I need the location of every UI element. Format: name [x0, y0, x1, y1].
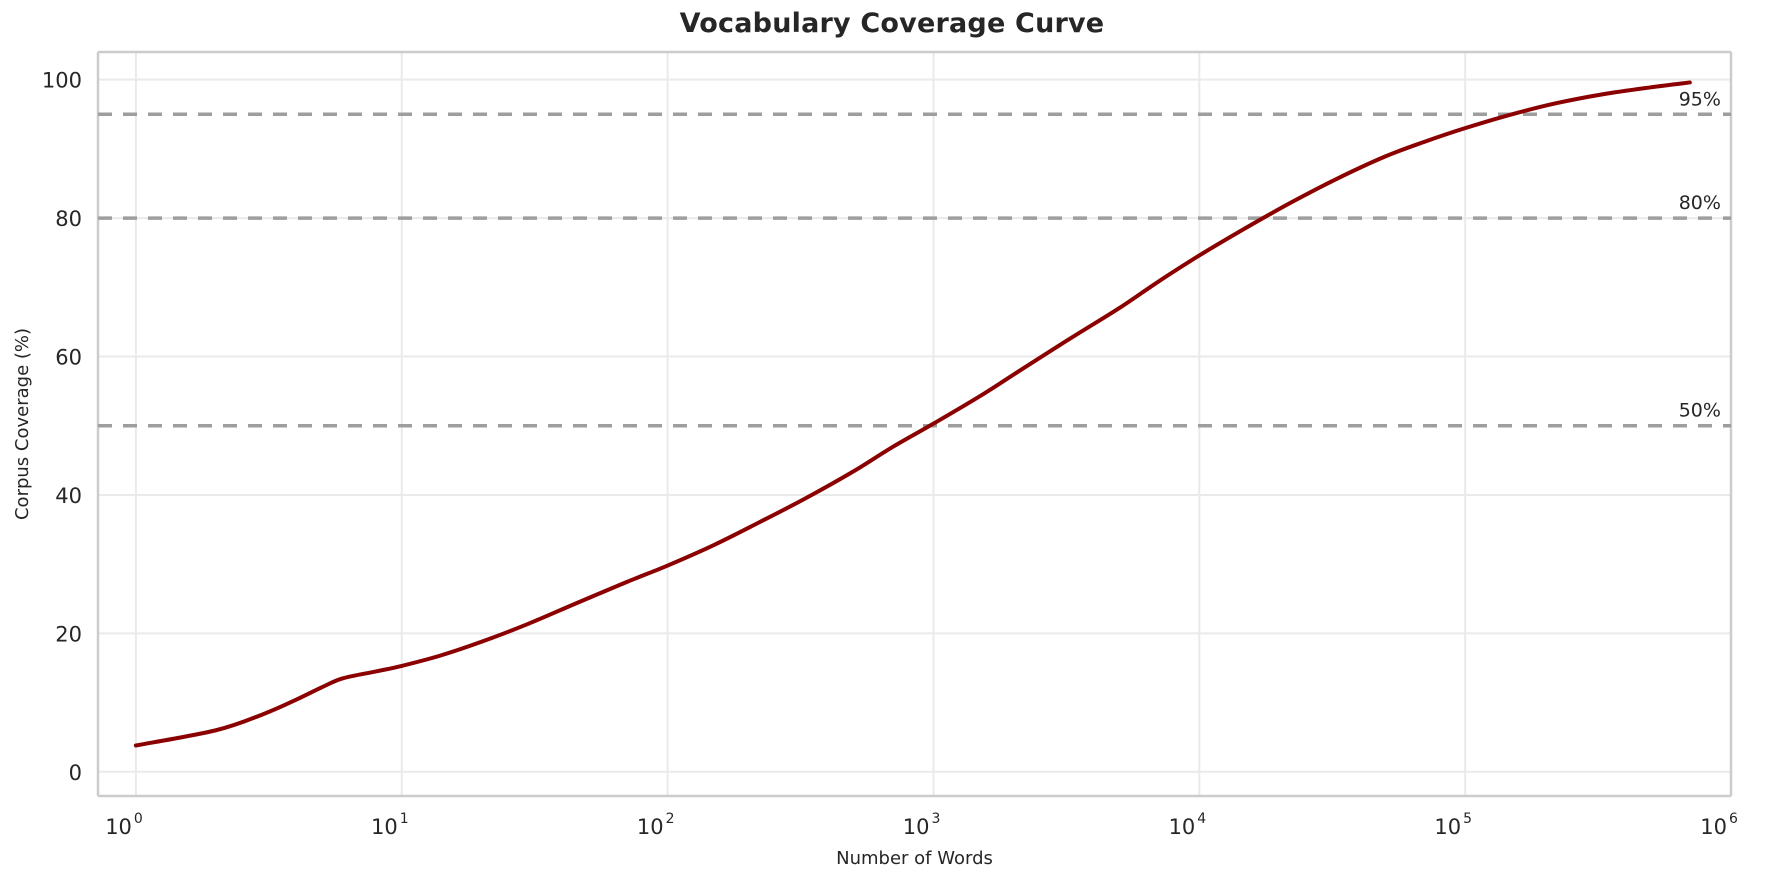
y-tick-label: 80 — [55, 207, 82, 231]
x-tick-exponent: 5 — [1463, 811, 1472, 827]
x-tick-label: 10 3 — [903, 811, 941, 839]
data-series — [133, 80, 1692, 748]
y-tick-label: 20 — [55, 622, 82, 646]
x-tick-label: 10 0 — [105, 811, 143, 839]
x-tick-label: 10 1 — [371, 811, 409, 839]
series-line-coverage — [133, 80, 1692, 748]
x-tick-mantissa: 10 — [1700, 815, 1727, 839]
x-axis-title: Number of Words — [836, 848, 993, 869]
x-tick-exponent: 4 — [1197, 811, 1206, 827]
x-axis-tick-labels: 10 0 10 1 10 2 10 3 10 4 10 5 10 6 — [105, 811, 1738, 839]
x-tick-mantissa: 10 — [637, 815, 664, 839]
x-tick-label: 10 6 — [1700, 811, 1738, 839]
chart-title: Vocabulary Coverage Curve — [679, 8, 1105, 39]
x-tick-mantissa: 10 — [1434, 815, 1461, 839]
x-tick-exponent: 3 — [931, 811, 940, 827]
x-tick-label: 10 5 — [1434, 811, 1472, 839]
x-tick-mantissa: 10 — [371, 815, 398, 839]
x-tick-mantissa: 10 — [1169, 815, 1196, 839]
annotation-95: 95% — [1679, 88, 1721, 110]
x-tick-exponent: 2 — [666, 811, 675, 827]
y-tick-label: 0 — [69, 761, 82, 785]
x-tick-label: 10 2 — [637, 811, 675, 839]
y-axis-title: Corpus Coverage (%) — [12, 328, 33, 520]
threshold-annotations: 95% 80% 50% — [1679, 88, 1721, 421]
y-tick-label: 60 — [55, 346, 82, 370]
x-tick-mantissa: 10 — [903, 815, 930, 839]
annotation-80: 80% — [1679, 192, 1721, 214]
y-tick-label: 100 — [42, 69, 82, 93]
x-tick-exponent: 0 — [134, 811, 143, 827]
x-tick-label: 10 4 — [1169, 811, 1207, 839]
threshold-lines — [98, 112, 1731, 428]
x-tick-mantissa: 10 — [105, 815, 132, 839]
annotation-50: 50% — [1679, 400, 1721, 422]
x-tick-exponent: 6 — [1729, 811, 1738, 827]
x-tick-exponent: 1 — [400, 811, 409, 827]
y-axis-tick-labels: 0 20 40 60 80 100 — [42, 69, 82, 785]
y-tick-label: 40 — [55, 484, 82, 508]
